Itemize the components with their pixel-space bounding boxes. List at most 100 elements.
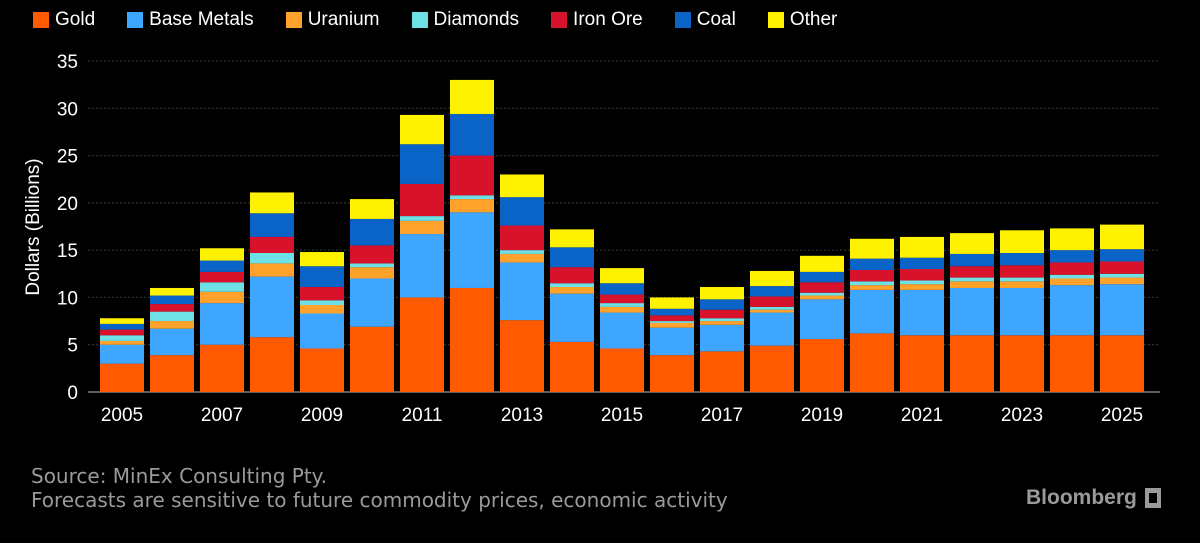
bar-segment-other <box>750 270 794 287</box>
bar-segment-other <box>550 229 594 248</box>
bar-segment-uranium <box>450 199 494 213</box>
bar-segment-uranium <box>1100 277 1144 285</box>
bar-stack-2014 <box>550 229 594 392</box>
x-tick-label: 2011 <box>402 405 443 426</box>
bar-segment-uranium <box>800 295 844 300</box>
bar-segment-gold <box>600 348 644 392</box>
bar-segment-gold <box>1050 335 1094 392</box>
bar-segment-coal <box>900 257 944 270</box>
bar-stack-2023 <box>1000 230 1044 392</box>
bar-segment-uranium <box>550 287 594 294</box>
legend-label: Iron Ore <box>573 9 643 30</box>
bar-stack-2021 <box>900 236 944 392</box>
bar-segment-base-metals <box>750 312 794 346</box>
bar-segment-coal <box>700 299 744 310</box>
legend-label: Other <box>789 9 838 30</box>
bar-segment-gold <box>800 339 844 392</box>
bar-segment-coal <box>800 271 844 283</box>
bar-segment-diamonds <box>650 321 694 323</box>
bar-segment-iron-ore <box>450 155 494 196</box>
legend: Gold Base Metals Uranium Diamonds Iron Ore Co… <box>33 8 869 32</box>
bar-segment-uranium <box>200 291 244 304</box>
legend-item: Other <box>767 9 838 31</box>
bar-segment-diamonds <box>450 195 494 200</box>
x-tick-label: 2019 <box>801 405 843 426</box>
bar-segment-coal <box>750 286 794 297</box>
x-tick-label: 2017 <box>701 405 743 426</box>
legend-item: Uranium <box>285 9 380 31</box>
bar-segment-diamonds <box>350 263 394 268</box>
bar-segment-iron-ore <box>250 236 294 253</box>
bar-segment-uranium <box>650 322 694 328</box>
bar-segment-diamonds <box>600 303 644 307</box>
bar-segment-iron-ore <box>600 294 644 304</box>
bar-segment-base-metals <box>500 262 544 321</box>
bar-stack-2008 <box>250 192 294 392</box>
bar-segment-other <box>500 174 544 198</box>
bar-segment-other <box>250 192 294 214</box>
legend-label: Diamonds <box>433 9 520 30</box>
bar-stack-2013 <box>500 174 544 392</box>
bar-segment-other <box>800 255 844 272</box>
bar-segment-iron-ore <box>850 270 894 282</box>
brand-logo: Bloomberg <box>1026 486 1161 510</box>
bar-segment-coal <box>500 197 544 226</box>
legend-item: Gold <box>33 9 95 31</box>
bar-segment-other <box>950 233 994 254</box>
legend-swatch <box>285 12 302 28</box>
bar-segment-iron-ore <box>650 315 694 322</box>
bar-segment-iron-ore <box>150 304 194 312</box>
y-tick-label: 20 <box>57 194 78 215</box>
bar-segment-diamonds <box>800 292 844 296</box>
bar-stack-2010 <box>350 199 394 392</box>
bar-segment-diamonds <box>300 300 344 305</box>
bar-stack-2009 <box>300 252 344 392</box>
bar-segment-diamonds <box>250 252 294 264</box>
bar-segment-other <box>450 79 494 114</box>
bar-segment-diamonds <box>1050 274 1094 279</box>
bar-segment-base-metals <box>900 289 944 336</box>
y-tick-label: 35 <box>57 52 78 73</box>
bar-segment-iron-ore <box>200 271 244 283</box>
bar-segment-coal <box>950 253 994 267</box>
x-tick-label: 2007 <box>201 405 243 426</box>
bar-segment-other <box>300 252 344 267</box>
bar-segment-coal <box>600 283 644 295</box>
legend-label: Gold <box>55 9 96 30</box>
bar-segment-iron-ore <box>950 266 994 278</box>
bar-segment-coal <box>850 258 894 271</box>
y-tick-label: 25 <box>57 147 78 168</box>
bar-stack-2011 <box>400 114 444 392</box>
bar-segment-coal <box>250 213 294 237</box>
bar-segment-diamonds <box>1000 277 1044 282</box>
bar-stack-2017 <box>700 287 744 392</box>
y-tick-label: 10 <box>57 288 78 309</box>
legend-swatch <box>33 12 49 28</box>
bar-segment-coal <box>100 323 144 330</box>
bar-segment-gold <box>200 344 244 392</box>
bar-segment-coal <box>400 144 444 184</box>
bar-segment-uranium <box>700 321 744 325</box>
bar-segment-base-metals <box>650 327 694 356</box>
bar-segment-other <box>400 114 444 145</box>
bar-segment-diamonds <box>150 311 194 322</box>
bar-segment-gold <box>150 355 194 392</box>
bar-segment-coal <box>450 113 494 156</box>
bar-segment-uranium <box>500 253 544 263</box>
bar-segment-other <box>600 268 644 284</box>
bar-segment-iron-ore <box>900 269 944 281</box>
bar-stack-2019 <box>800 255 844 392</box>
bar-segment-other <box>700 287 744 300</box>
bar-segment-uranium <box>850 285 894 290</box>
bar-segment-base-metals <box>350 278 394 327</box>
bar-segment-base-metals <box>1000 287 1044 336</box>
bar-segment-base-metals <box>1050 285 1094 336</box>
bar-segment-uranium <box>900 284 944 290</box>
bar-segment-coal <box>1100 249 1144 262</box>
legend-swatch <box>674 12 691 28</box>
bar-stack-2018 <box>750 270 794 392</box>
legend-label: Base Metals <box>149 9 254 30</box>
bar-segment-other <box>850 238 894 259</box>
bar-segment-uranium <box>1050 278 1094 286</box>
